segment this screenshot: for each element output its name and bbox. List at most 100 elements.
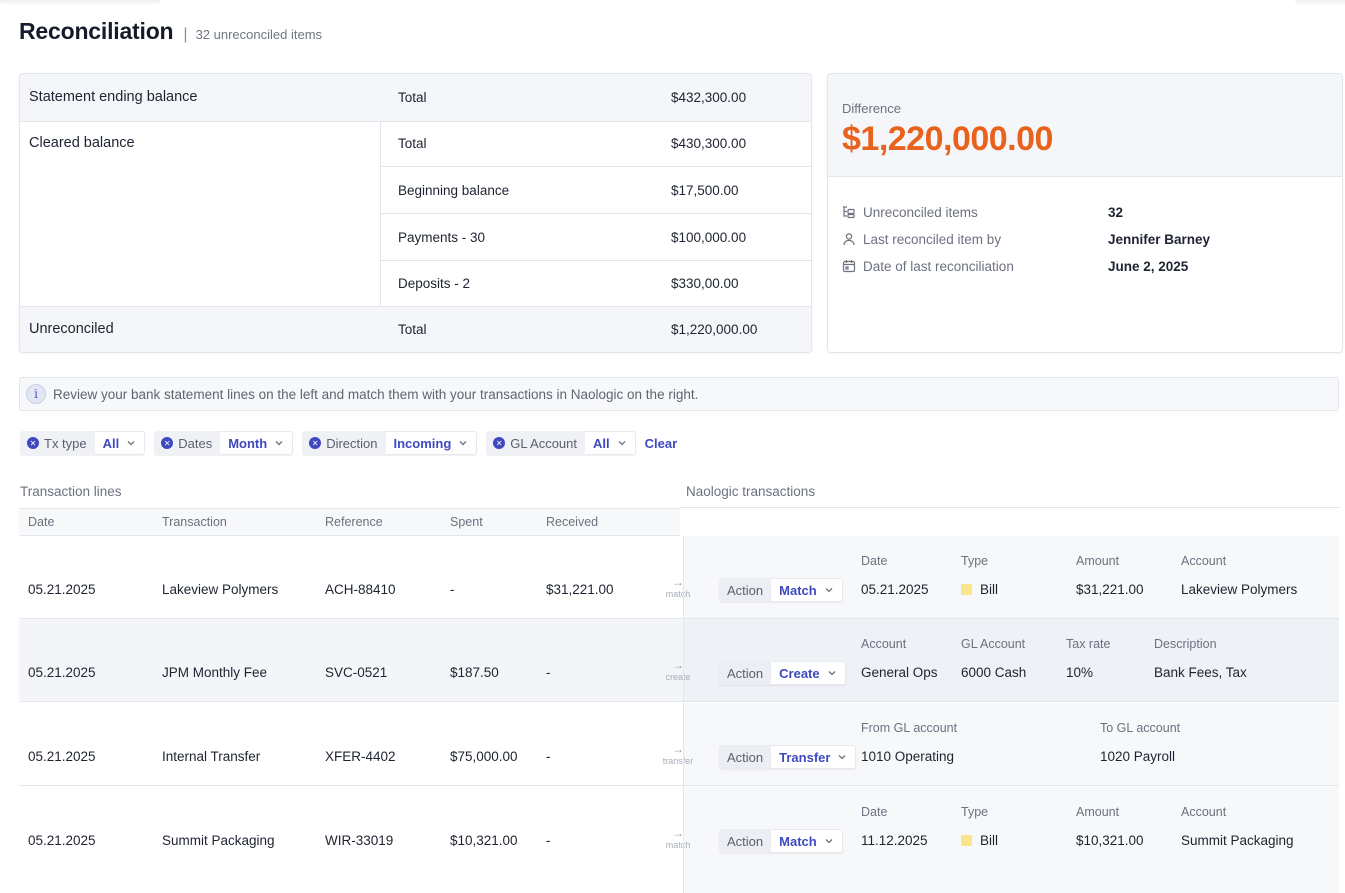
filter-bar: ✕ Tx type All ✕ Dates Month ✕ Direction … (20, 431, 677, 455)
remove-filter-icon[interactable]: ✕ (161, 437, 174, 449)
unreconciled-label: Unreconciled (29, 321, 114, 337)
chevron-down-icon (838, 755, 846, 760)
chevron-down-icon (127, 441, 135, 446)
match-arrow: → match (659, 827, 697, 850)
row-transaction: Lakeview Polymers (162, 582, 279, 597)
arrow-right-icon: → (672, 575, 684, 589)
info-banner: i Review your bank statement lines on th… (19, 377, 1339, 411)
clear-filters-link[interactable]: Clear (644, 435, 678, 451)
bill-tag-icon (961, 584, 972, 595)
table-header: Date Transaction Reference Spent Receive… (19, 508, 680, 536)
detail-label: Description (1154, 637, 1217, 651)
cleared-total-value: $430,300.00 (671, 136, 747, 151)
filter-dropdown[interactable]: Incoming (385, 431, 478, 455)
statement-ending-balance-row: Statement ending balance Total $432,300.… (20, 74, 811, 121)
balance-summary-table: Statement ending balance Total $432,300.… (19, 73, 812, 353)
arrow-right-icon: → (672, 826, 684, 840)
meta-last-reconciled-by: Last reconciled item by Jennifer Barney (842, 229, 1322, 249)
detail-value: 6000 Cash (961, 665, 1027, 680)
table-row[interactable]: 05.21.2025 JPM Monthly Fee SVC-0521 $187… (19, 619, 1339, 702)
filter-dropdown[interactable]: All (585, 431, 636, 455)
payments-value: $100,000.00 (671, 230, 747, 245)
column-header-spent[interactable]: Spent (450, 515, 483, 529)
table-row[interactable]: 05.21.2025 Summit Packaging WIR-33019 $1… (19, 787, 1339, 893)
info-icon: i (26, 384, 46, 404)
table-row[interactable]: 05.21.2025 Lakeview Polymers ACH-88410 -… (19, 536, 1339, 619)
filter-label: Direction (326, 435, 378, 451)
filter-dates[interactable]: ✕ Dates Month (154, 431, 294, 455)
detail-value: Summit Packaging (1181, 833, 1294, 848)
filter-label: Dates (178, 435, 213, 451)
beginning-balance-value: $17,500.00 (671, 183, 739, 198)
user-icon (842, 232, 856, 246)
detail-label: Amount (1076, 805, 1120, 819)
filter-tx-type[interactable]: ✕ Tx type All (20, 431, 146, 455)
column-header-received[interactable]: Received (546, 515, 599, 529)
cleared-total-label: Total (398, 136, 427, 151)
info-text: Review your bank statement lines on the … (53, 386, 699, 402)
column-header-date[interactable]: Date (28, 515, 55, 529)
row-reference: ACH-88410 (325, 582, 396, 597)
unreconciled-count: 32 unreconciled items (195, 27, 323, 42)
row-received: $31,221.00 (546, 582, 614, 597)
row-spent: $187.50 (450, 665, 499, 680)
detail-label: Type (961, 554, 989, 568)
filter-direction[interactable]: ✕ Direction Incoming (302, 431, 478, 455)
table-row[interactable]: 05.21.2025 Internal Transfer XFER-4402 $… (19, 703, 1339, 786)
detail-value: 1010 Operating (861, 749, 955, 764)
detail-label: Date (861, 554, 888, 568)
list-tree-icon (842, 205, 856, 219)
row-date: 05.21.2025 (28, 749, 96, 764)
filter-dropdown[interactable]: All (94, 431, 146, 455)
deposits-label: Deposits - 2 (398, 276, 471, 291)
detail-label: Account (861, 637, 907, 651)
column-header-transaction[interactable]: Transaction (162, 515, 227, 529)
difference-card: Difference $1,220,000.00 Unreconciled it… (827, 73, 1343, 353)
detail-label: Account (1181, 554, 1227, 568)
detail-type: Bill (961, 582, 998, 597)
detail-value: 05.21.2025 (861, 582, 929, 597)
detail-value: Lakeview Polymers (1181, 582, 1298, 597)
remove-filter-icon[interactable]: ✕ (493, 437, 506, 449)
page-header: Reconciliation | 32 unreconciled items (19, 18, 322, 45)
beginning-balance-label: Beginning balance (398, 183, 510, 198)
unreconciled-row: Unreconciled Total $1,220,000.00 (20, 307, 811, 352)
filter-dropdown[interactable]: Month (220, 431, 294, 455)
filter-gl-account[interactable]: ✕ GL Account All (486, 431, 636, 455)
naologic-transactions-title: Naologic transactions (686, 484, 816, 499)
row-reference: XFER-4402 (325, 749, 396, 764)
action-dropdown[interactable]: Action Match (719, 829, 843, 853)
meta-last-reconciliation-date: Date of last reconciliation June 2, 2025 (842, 256, 1322, 276)
title-separator: | (183, 26, 188, 43)
detail-value: Bank Fees, Tax (1154, 665, 1247, 680)
chevron-down-icon (275, 441, 283, 446)
column-header-reference[interactable]: Reference (325, 515, 383, 529)
payments-label: Payments - 30 (398, 230, 486, 245)
meta-key: Date of last reconciliation (863, 258, 1014, 274)
detail-label: To GL account (1100, 721, 1181, 735)
row-reference: WIR-33019 (325, 833, 394, 848)
meta-key: Unreconciled items (863, 204, 978, 220)
remove-filter-icon[interactable]: ✕ (27, 437, 39, 449)
bill-tag-icon (961, 835, 972, 846)
calendar-icon (842, 259, 856, 273)
detail-label: Type (961, 805, 989, 819)
row-spent: $10,321.00 (450, 833, 518, 848)
chevron-down-icon (618, 441, 626, 446)
chevron-down-icon (825, 588, 833, 593)
arrow-right-icon: → (672, 658, 684, 672)
difference-value: $1,220,000.00 (842, 120, 1053, 158)
detail-label: From GL account (861, 721, 958, 735)
row-transaction: Internal Transfer (162, 749, 261, 764)
action-dropdown[interactable]: Action Create (719, 661, 846, 685)
action-dropdown[interactable]: Action Match (719, 578, 843, 602)
chevron-down-icon (459, 441, 467, 446)
row-received: - (546, 833, 551, 848)
arrow-right-icon: → (672, 742, 684, 756)
row-date: 05.21.2025 (28, 582, 96, 597)
deposits-value: $330,00.00 (671, 276, 739, 291)
detail-label: Date (861, 805, 888, 819)
remove-filter-icon[interactable]: ✕ (309, 437, 322, 449)
detail-label: GL Account (961, 637, 1026, 651)
action-dropdown[interactable]: Action Transfer (719, 745, 857, 769)
